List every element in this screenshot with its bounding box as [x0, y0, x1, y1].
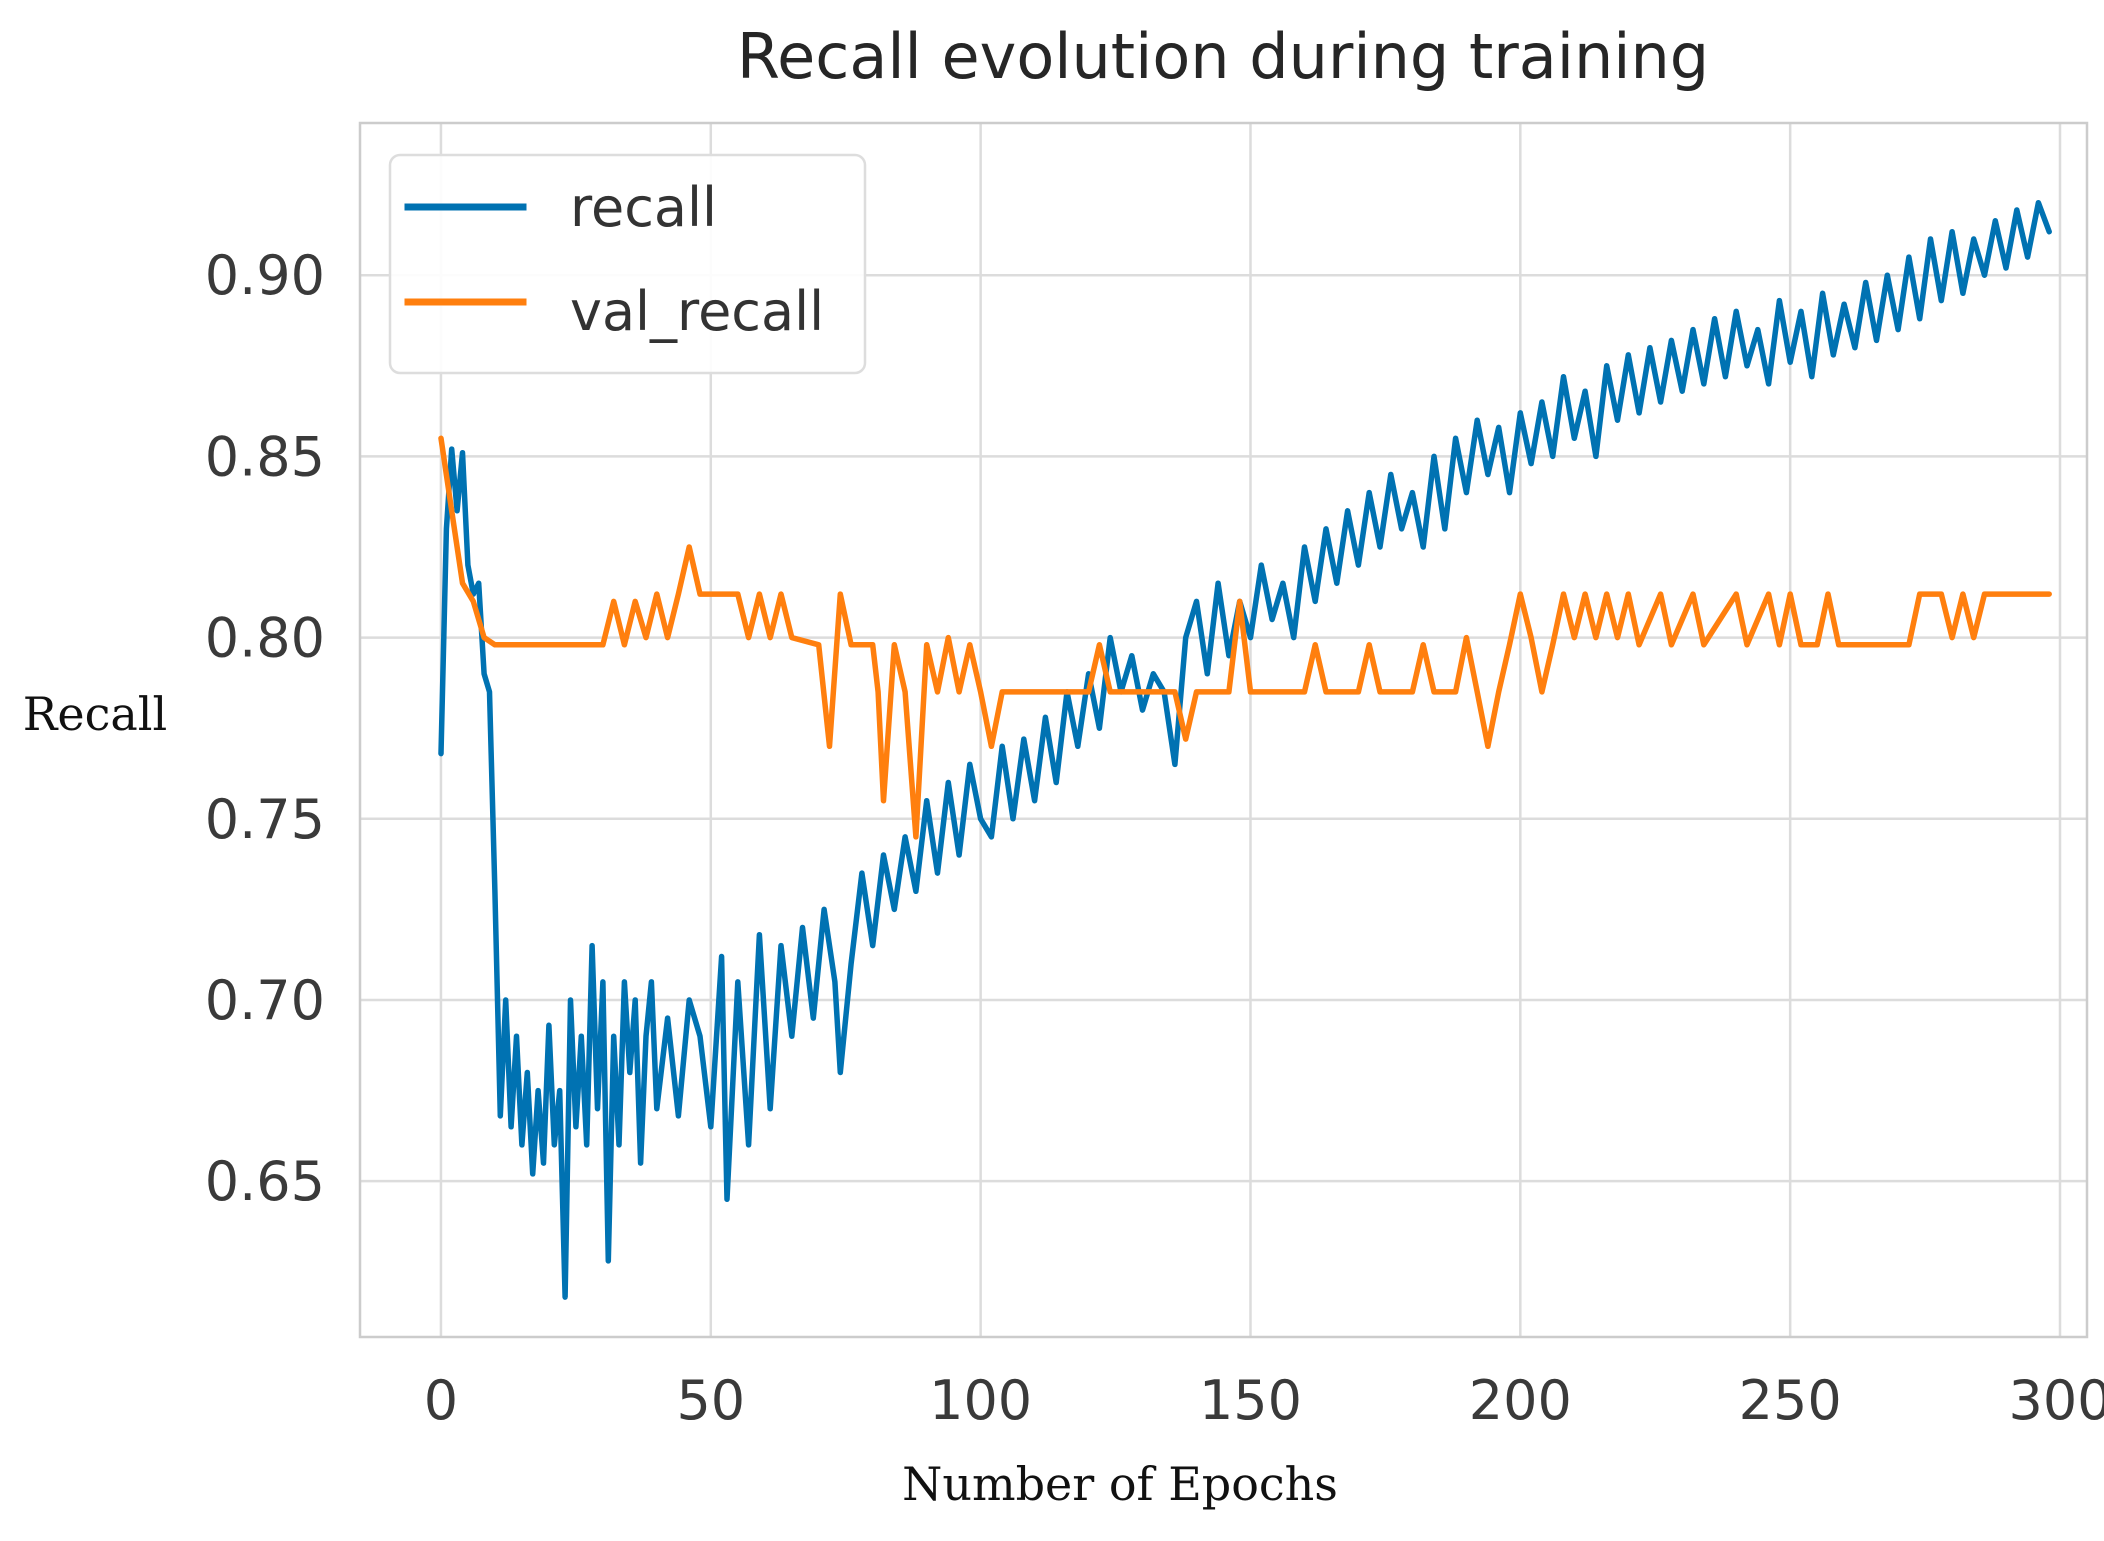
x-tick-label: 0: [424, 1369, 458, 1432]
series-line-val-recall: [438, 435, 2052, 840]
x-tick-label: 200: [1469, 1369, 1572, 1432]
y-tick-label: 0.90: [205, 244, 325, 307]
series-lines: [438, 199, 2052, 1300]
x-tick-label: 300: [2008, 1369, 2104, 1432]
x-tick-label: 250: [1739, 1369, 1842, 1432]
series-line-recall: [438, 199, 2052, 1300]
chart-title: Recall evolution during training: [737, 20, 1709, 93]
x-tick-label: 100: [929, 1369, 1032, 1432]
y-tick-label: 0.65: [205, 1150, 325, 1213]
x-tick-label: 50: [676, 1369, 745, 1432]
legend-label-recall: recall: [570, 176, 717, 239]
legend-label-val-recall: val_recall: [570, 280, 824, 343]
y-tick-label: 0.80: [205, 607, 325, 670]
tick-labels: 0 50 100 150 200 250 300 0.65 0.70 0.75 0.80 0.85 0.…: [205, 244, 2104, 1432]
x-tick-label: 150: [1199, 1369, 1302, 1432]
y-tick-label: 0.85: [205, 425, 325, 488]
plot-frame: [358, 121, 2089, 1339]
y-tick-label: 0.70: [205, 969, 325, 1032]
y-tick-label: 0.75: [205, 788, 325, 851]
legend: recall val_recall: [388, 153, 867, 375]
y-axis-label: Recall: [23, 687, 167, 741]
x-axis-label: Number of Epochs: [902, 1457, 1338, 1511]
